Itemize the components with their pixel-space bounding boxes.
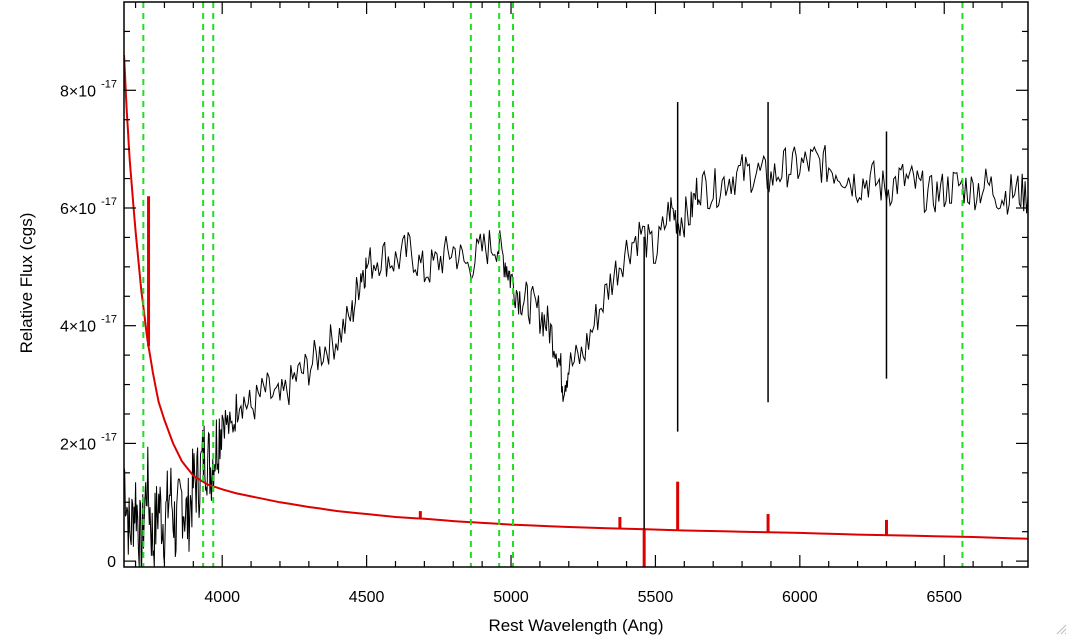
plot-frame [123, 1, 1029, 568]
x-tick-label: 5500 [638, 589, 674, 606]
y-tick-label: 0 [107, 554, 116, 571]
resize-grip-icon[interactable] [1055, 623, 1067, 635]
series-line-1 [124, 54, 1028, 540]
x-tick-label: 6000 [782, 589, 818, 606]
y-tick-exponent: -17 [101, 314, 117, 326]
y-axis-title: Relative Flux (cgs) [17, 213, 36, 354]
x-tick-label: 4000 [204, 589, 240, 606]
y-tick-label: 8×10 [60, 83, 96, 100]
plot-area [124, 2, 1028, 567]
y-tick-label: 4×10 [60, 319, 96, 336]
y-tick-exponent: -17 [101, 431, 117, 443]
y-tick-exponent: -17 [101, 78, 117, 90]
y-tick-exponent: -17 [101, 196, 117, 208]
y-tick-label: 2×10 [60, 436, 96, 453]
x-tick-label: 6500 [926, 589, 962, 606]
x-tick-label: 4500 [349, 589, 385, 606]
series-line-0 [124, 144, 1028, 567]
x-axis-title: Rest Wavelength (Ang) [488, 616, 663, 635]
axes: 4000 4500 5000 5500 6000 6500 0 2×10 -17 4×10 -17 6… [60, 1, 1029, 606]
x-tick-label: 5000 [493, 589, 529, 606]
y-tick-label: 6×10 [60, 201, 96, 218]
